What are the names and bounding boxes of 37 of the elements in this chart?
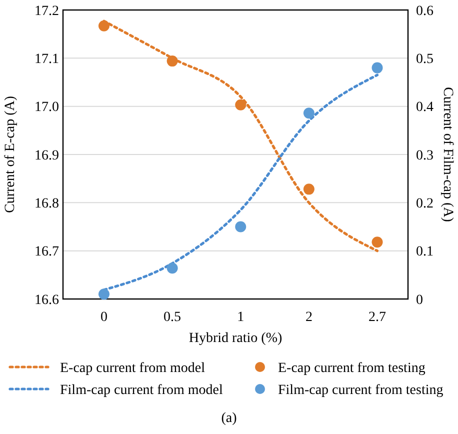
y-tick-label: 16.7	[34, 244, 59, 260]
y-tick-label: 17.0	[34, 100, 59, 116]
point	[303, 184, 314, 195]
x-tick-label: 0.5	[164, 310, 182, 325]
x-tick-label: 2.7	[368, 310, 386, 325]
text: (a)	[221, 411, 238, 426]
point	[372, 62, 383, 74]
y2-tick-label: 0.3	[416, 148, 434, 164]
legend-label: E-cap current from model	[60, 360, 206, 376]
legend-label: Film-cap current from model	[60, 382, 224, 398]
y-tick-label: 16.9	[34, 148, 59, 164]
y2-tick-label: 0	[416, 292, 423, 308]
y2-tick-label: 0.5	[416, 52, 434, 68]
y2-tick-label: 0.4	[416, 100, 434, 116]
y2-tick-label: 0.2	[416, 196, 434, 212]
x-tick-label: 1	[237, 310, 244, 325]
y2-axis-title: Current of Film-cap (A)	[440, 87, 455, 222]
point	[235, 221, 246, 232]
point	[235, 99, 246, 110]
point	[166, 262, 178, 274]
x-tick-label: 2	[305, 310, 312, 325]
y-tick-label: 16.8	[34, 196, 59, 212]
legend-label: E-cap current from testing	[278, 360, 426, 376]
point	[98, 288, 110, 300]
point	[372, 236, 383, 248]
y-axis-title: Current of E-cap (A)	[3, 96, 18, 214]
legend-label: Film-cap current from testing	[278, 382, 444, 398]
x-tick-label: 0	[100, 310, 108, 325]
point	[98, 20, 110, 32]
x-axis-title: Hybrid ratio (%)	[188, 331, 282, 346]
y-tick-label: 16.6	[34, 292, 59, 308]
y2-tick-label: 0.1	[416, 244, 434, 260]
y-tick-label: 17.2	[34, 4, 59, 19]
point	[166, 56, 178, 67]
point	[303, 108, 314, 119]
y2-tick-label: 0.6	[416, 4, 434, 19]
y-tick-label: 17.1	[34, 52, 59, 68]
